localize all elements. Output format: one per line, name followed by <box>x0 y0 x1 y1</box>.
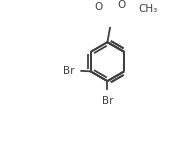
Text: O: O <box>94 2 103 12</box>
Text: CH₃: CH₃ <box>138 4 158 14</box>
Text: O: O <box>117 0 125 10</box>
Text: Br: Br <box>63 66 74 76</box>
Text: Br: Br <box>102 96 113 106</box>
